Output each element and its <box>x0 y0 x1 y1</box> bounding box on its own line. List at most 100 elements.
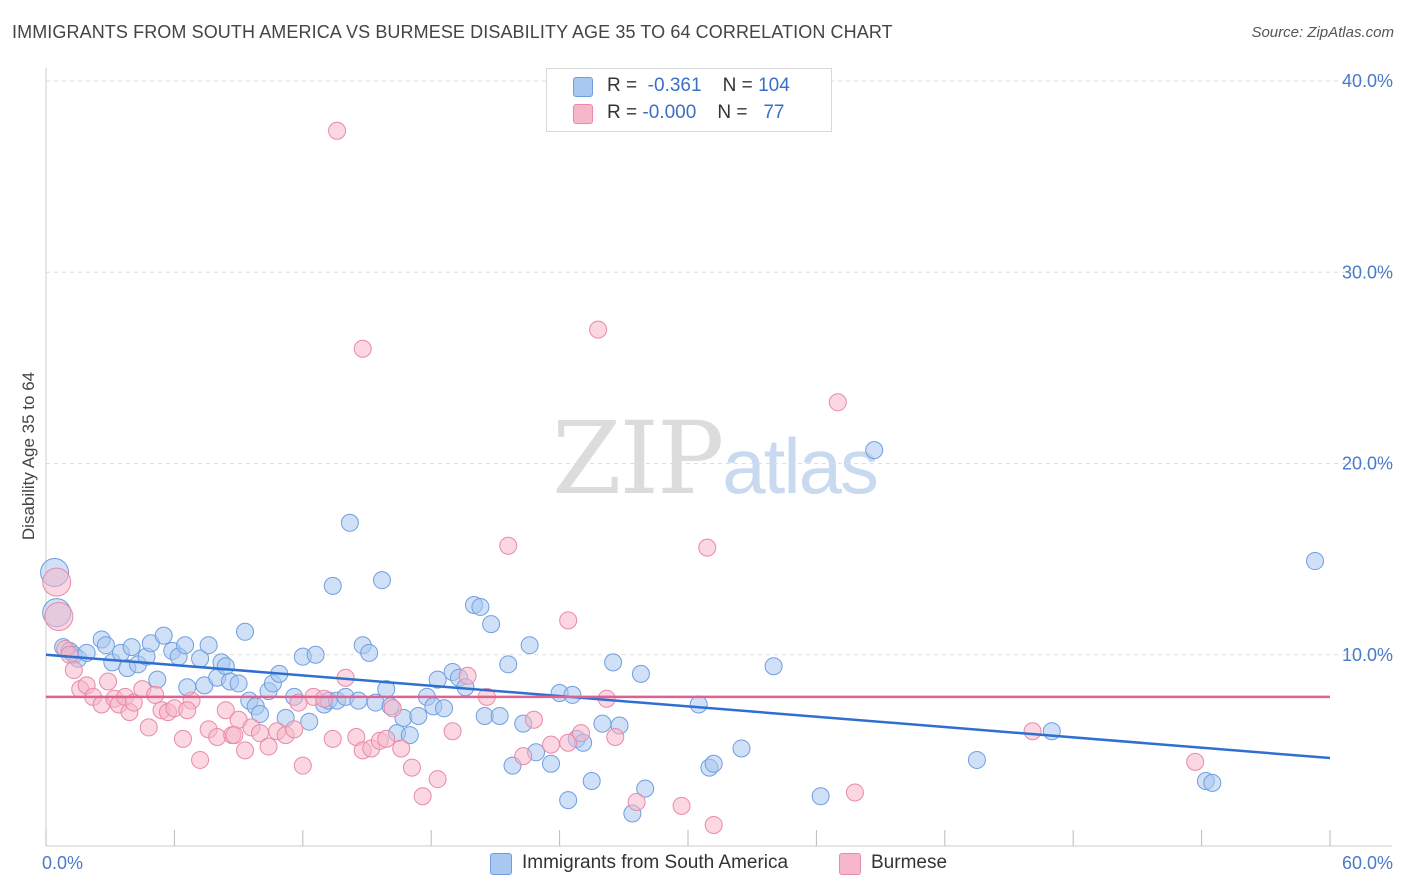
data-point <box>208 727 227 746</box>
legend-stats-immigrants: R = -0.361 N = 104 <box>607 75 790 97</box>
data-point <box>191 750 210 769</box>
data-point <box>764 657 783 676</box>
data-point <box>216 701 235 720</box>
watermark: ZIPatlas <box>552 400 879 517</box>
trend-lines <box>45 653 1331 760</box>
data-point <box>259 737 278 756</box>
data-point <box>400 726 419 745</box>
data-point <box>377 729 396 748</box>
data-point <box>124 693 143 712</box>
y-axis-label: Disability Age 35 to 64 <box>19 372 38 540</box>
data-point <box>475 706 494 725</box>
data-point <box>499 655 518 674</box>
data-point <box>704 815 723 834</box>
legend-row-immigrants: R = -0.361 N = 104 <box>547 75 831 99</box>
bottom-legend-immigrants[interactable]: Immigrants from South America <box>490 852 820 876</box>
watermark-atlas: atlas <box>722 422 879 510</box>
data-point <box>392 739 411 758</box>
data-point <box>96 636 115 655</box>
data-point <box>524 710 543 729</box>
data-point <box>559 733 578 752</box>
data-point <box>340 513 359 532</box>
legend-stats-burmese: R = -0.000 N = 77 <box>607 102 784 124</box>
legend-swatch-pink <box>573 104 593 124</box>
data-point <box>482 615 501 634</box>
data-point <box>490 706 509 725</box>
source-credit: Source: ZipAtlas.com <box>1251 24 1394 41</box>
data-point <box>413 787 432 806</box>
axes <box>45 68 1392 847</box>
data-point <box>559 791 578 810</box>
data-point <box>328 121 347 140</box>
data-point <box>60 645 79 664</box>
legend-swatch-blue <box>573 77 593 97</box>
x-tick-label: 0.0% <box>42 853 83 873</box>
tick-labels: 10.0% 20.0% 30.0% 40.0% 0.0% 60.0% <box>42 71 1393 873</box>
series-burmese <box>42 121 1205 834</box>
data-point <box>216 657 235 676</box>
data-point <box>1186 752 1205 771</box>
data-point <box>627 793 646 812</box>
data-point <box>520 636 539 655</box>
y-tick-label: 10.0% <box>1342 645 1393 665</box>
data-point <box>300 712 319 731</box>
legend-n-value: 77 <box>763 102 785 123</box>
data-point <box>402 758 421 777</box>
data-point <box>154 626 173 645</box>
data-point <box>409 706 428 725</box>
data-point <box>572 724 590 743</box>
legend-r-value: -0.361 <box>647 75 702 96</box>
data-point <box>1203 773 1222 792</box>
data-point <box>435 699 454 718</box>
data-point <box>542 754 561 773</box>
data-point <box>372 571 391 590</box>
data-point <box>173 729 192 748</box>
data-point <box>360 643 379 662</box>
data-point <box>845 783 864 802</box>
data-point <box>122 638 141 657</box>
data-point <box>593 714 612 733</box>
watermark-zip: ZIP <box>552 400 724 517</box>
data-point <box>323 576 342 595</box>
data-point <box>293 756 312 775</box>
data-point <box>865 441 884 460</box>
data-point <box>967 750 986 769</box>
chart-title: IMMIGRANTS FROM SOUTH AMERICA VS BURMESE… <box>12 22 893 42</box>
data-point <box>636 779 655 798</box>
data-point <box>349 691 368 710</box>
data-point <box>672 796 691 815</box>
data-point <box>443 722 462 741</box>
data-point <box>458 666 477 685</box>
data-point <box>251 705 269 724</box>
data-point <box>582 771 601 790</box>
data-point <box>589 320 608 339</box>
data-point <box>236 622 255 641</box>
y-tick-label: 40.0% <box>1342 71 1393 91</box>
data-point <box>631 664 650 683</box>
bottom-legend-label: Immigrants from South America <box>522 852 789 873</box>
bottom-legend-swatch-pink <box>839 853 861 875</box>
data-point <box>148 670 167 689</box>
legend-r-value: -0.000 <box>642 102 697 123</box>
data-point <box>225 726 244 745</box>
data-point <box>139 718 158 737</box>
data-point <box>428 670 447 689</box>
data-point <box>604 653 623 672</box>
data-point <box>289 693 308 712</box>
data-point <box>1306 552 1325 571</box>
legend-r-label: R = <box>607 75 638 96</box>
grid-lines <box>46 80 1392 656</box>
legend-n-label: N = <box>717 102 748 123</box>
data-point <box>315 689 334 708</box>
x-tick-label: 60.0% <box>1342 853 1393 873</box>
data-point <box>99 672 118 691</box>
trend-line-immigrants <box>45 653 1331 760</box>
bottom-legend-burmese[interactable]: Burmese <box>839 852 959 876</box>
data-point <box>178 701 197 720</box>
data-point <box>828 393 847 412</box>
data-point <box>499 536 518 555</box>
data-point <box>229 674 248 693</box>
data-point <box>323 729 342 748</box>
y-tick-label: 30.0% <box>1342 262 1393 282</box>
data-point <box>471 597 490 616</box>
